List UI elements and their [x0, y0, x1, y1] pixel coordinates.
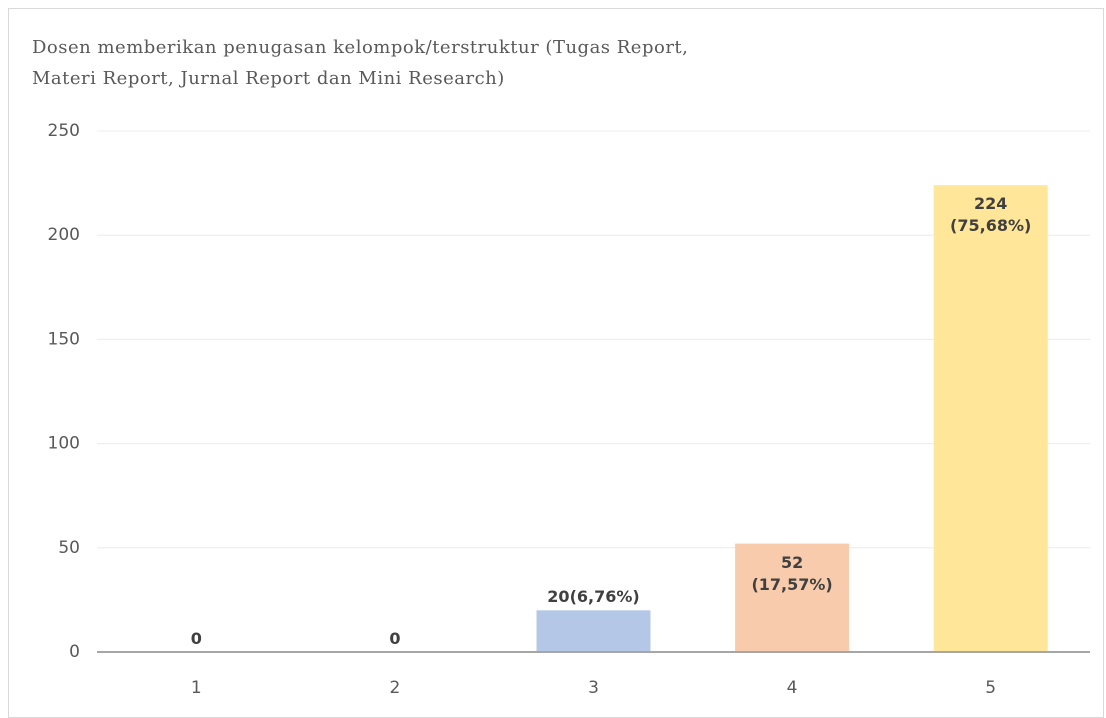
x-tick-label: 5 — [985, 678, 996, 698]
data-label: 0 — [190, 629, 202, 648]
y-tick-label: 250 — [48, 121, 80, 141]
x-tick-label: 2 — [389, 678, 400, 698]
y-tick-label: 0 — [69, 642, 80, 662]
data-label: 224 (75,68%) — [950, 194, 1032, 236]
bar — [933, 185, 1048, 652]
y-tick-label: 150 — [48, 329, 80, 349]
x-tick-label: 3 — [588, 678, 599, 698]
x-tick-label: 1 — [191, 678, 202, 698]
bar — [536, 610, 651, 652]
bar — [735, 543, 850, 652]
data-label: 20(6,76%) — [547, 587, 640, 607]
data-label: 52 (17,57%) — [751, 552, 833, 594]
y-tick-label: 50 — [58, 538, 80, 558]
y-tick-label: 100 — [48, 434, 80, 454]
chart-title: Dosen memberikan penugasan kelompok/ters… — [32, 37, 689, 89]
data-label: 0 — [389, 629, 401, 648]
y-tick-label: 200 — [48, 225, 80, 245]
x-tick-label: 4 — [787, 678, 798, 698]
